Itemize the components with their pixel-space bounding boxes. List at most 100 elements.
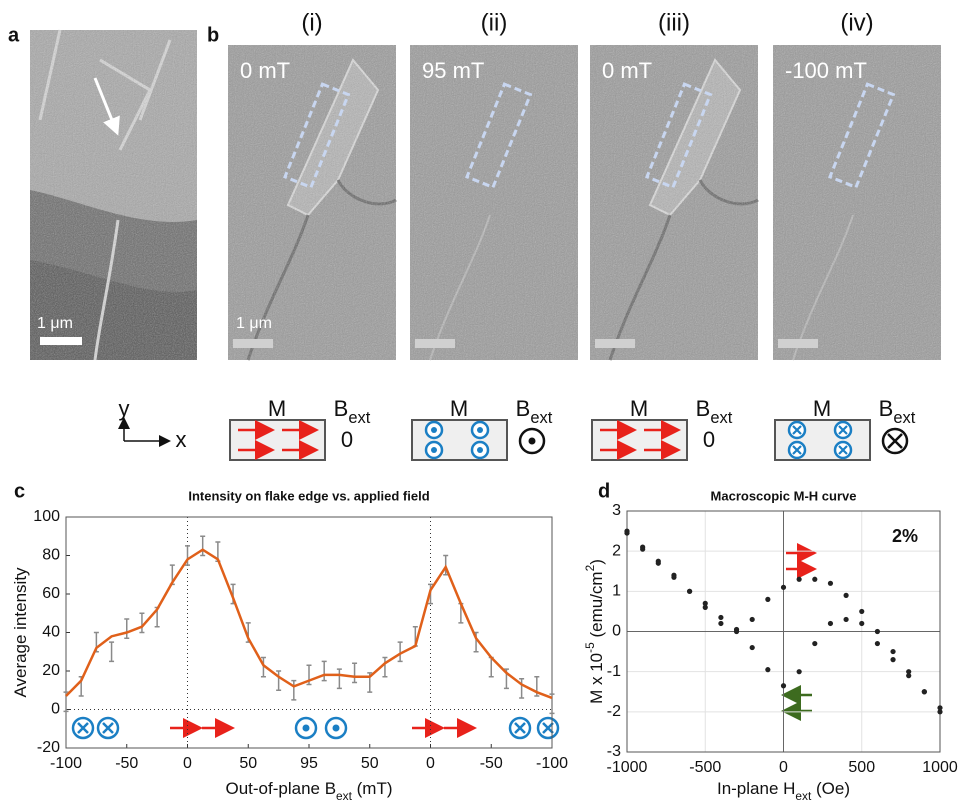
point: [828, 621, 833, 626]
column-title: (iii): [658, 9, 690, 36]
point: [875, 641, 880, 646]
x-tick-label: 95: [300, 755, 318, 772]
point: [734, 629, 739, 634]
point: [765, 597, 770, 602]
axes-diagram: y x: [119, 396, 187, 452]
panel-label: b: [207, 24, 219, 46]
label-part: -5: [583, 642, 597, 653]
point: [687, 589, 692, 594]
noise: [410, 45, 578, 360]
error-bar: [382, 658, 387, 677]
point: [671, 575, 676, 580]
x-tick-label: -50: [480, 755, 503, 772]
x-tick-label: 1000: [922, 759, 958, 776]
error-bar: [337, 669, 342, 688]
state-icons: [73, 718, 558, 738]
m-dot: [431, 427, 437, 433]
y-tick-label: 100: [33, 508, 60, 525]
point: [922, 689, 927, 694]
point: [937, 705, 942, 710]
m-label: M: [450, 396, 468, 421]
y-tick-label: 40: [42, 624, 60, 641]
b-value: 0: [341, 427, 353, 452]
point: [718, 621, 723, 626]
b-label: Bext: [879, 396, 916, 428]
point: [859, 621, 864, 626]
panel-label: c: [14, 480, 25, 502]
point: [750, 645, 755, 650]
x-axis-label: In-plane Hext (Oe): [717, 779, 850, 802]
b-cross: [888, 434, 902, 448]
label-part: (Oe): [811, 779, 850, 798]
label-part: B: [516, 396, 531, 421]
micrograph: 1 μm: [30, 30, 197, 360]
scale-bar: [595, 339, 635, 348]
field-label: 95 mT: [422, 58, 484, 83]
point: [624, 530, 629, 535]
point: [890, 657, 895, 662]
field-label: 0 mT: [240, 58, 290, 83]
point: [640, 547, 645, 552]
y-axis-label: M x 10-5 (emu/cm2): [583, 559, 606, 704]
m-box: [592, 420, 687, 460]
column-title: (iv): [840, 9, 873, 36]
x-tick-label: 500: [848, 759, 875, 776]
scale-bar-label: 1 μm: [37, 315, 73, 332]
point: [703, 605, 708, 610]
axis-x-label: x: [176, 427, 187, 452]
scale-bar-label: 1 μm: [236, 315, 272, 332]
m-dot: [477, 447, 483, 453]
label-part: ext: [530, 409, 552, 427]
b-label: Bext: [334, 396, 371, 428]
chart-title: Intensity on flake edge vs. applied fiel…: [188, 488, 429, 503]
x-axis-label: Out-of-plane Bext (mT): [225, 779, 392, 802]
field-label: -100 mT: [785, 58, 867, 83]
column-title: (i): [301, 9, 322, 36]
point: [906, 669, 911, 674]
error-bar: [291, 681, 296, 700]
point: [844, 617, 849, 622]
annotation: 2%: [892, 526, 918, 546]
label-part: ext: [795, 789, 812, 802]
label-part: In-plane H: [717, 779, 795, 798]
m-box: [230, 420, 325, 460]
point: [812, 641, 817, 646]
y-tick-label: -1: [607, 663, 621, 680]
point: [859, 609, 864, 614]
y-tick-label: 2: [612, 542, 621, 559]
error-bar: [322, 661, 327, 680]
figure: a 1 μm b (i)0 mT1 μmMBext0(ii)95 mTMBext…: [0, 0, 965, 802]
error-bar: [109, 642, 114, 661]
plot-frame: [66, 517, 552, 748]
label-part: ext: [710, 409, 732, 427]
point: [718, 615, 723, 620]
y-tick-label: 60: [42, 585, 60, 602]
scale-bar: [778, 339, 818, 348]
point: [797, 577, 802, 582]
label-part: B: [696, 396, 711, 421]
point: [656, 561, 661, 566]
x-tick-label: -1000: [607, 759, 648, 776]
label-part: Average intensity: [11, 567, 30, 698]
noise: [590, 45, 758, 360]
point: [844, 593, 849, 598]
x-tick-label: -100: [50, 755, 82, 772]
label-part: ): [587, 559, 606, 565]
y-tick-label: -3: [607, 743, 621, 760]
point: [812, 577, 817, 582]
point: [781, 585, 786, 590]
x-tick-label: 0: [183, 755, 192, 772]
x-tick-label: 0: [779, 759, 788, 776]
noise: [228, 45, 396, 360]
point: [828, 581, 833, 586]
m-dot: [477, 427, 483, 433]
label-part: (mT): [352, 779, 393, 798]
scale-bar: [233, 339, 273, 348]
b-label: Bext: [696, 396, 733, 428]
error-bar: [200, 536, 205, 555]
y-tick-label: 1: [612, 583, 621, 600]
m-label: M: [630, 396, 648, 421]
x-tick-label: -50: [115, 755, 138, 772]
y-tick-label: -20: [37, 739, 60, 756]
